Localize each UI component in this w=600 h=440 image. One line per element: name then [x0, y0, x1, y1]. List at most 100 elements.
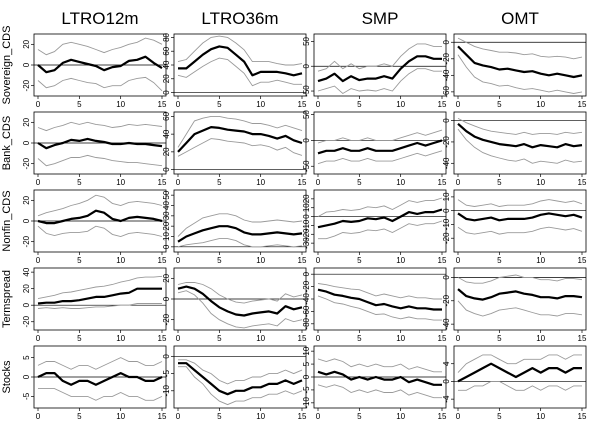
x-tick-label-sovereign-cds-smp-10: 10: [396, 100, 405, 109]
row-label-sovereign-cds: Sovereign_CDS: [1, 26, 13, 105]
x-tick-label-nonfin-cds-ltro12m-5: 5: [77, 256, 82, 265]
y-tick-label-termspread-smp-60: -60: [302, 305, 311, 317]
y-tick-label-sovereign-cds-ltro36m-0: 0: [162, 90, 171, 95]
panel-frame-nonfin-cds-omt: [453, 189, 587, 253]
upper-band-line-nonfin-cds-smp: [317, 197, 443, 217]
y-tick-label-nonfin-cds-ltro36m-40: 40: [162, 201, 171, 210]
lower-band-line-sovereign-cds-ltro36m: [177, 57, 302, 87]
y-tick-label-nonfin-cds-smp-10: 10: [302, 203, 311, 212]
y-tick-label-nonfin-cds-omt-0: 0: [442, 208, 451, 213]
x-tick-label-bank-cds-omt-0: 0: [456, 178, 461, 187]
x-tick-label-termspread-smp-0: 0: [316, 334, 321, 343]
y-tick-label-nonfin-cds-omt-10: -10: [442, 218, 451, 230]
x-tick-label-termspread-ltro12m-10: 10: [116, 334, 125, 343]
x-tick-label-stocks-smp-15: 15: [438, 412, 447, 421]
x-tick-label-stocks-ltro36m-5: 5: [217, 412, 222, 421]
upper-band-line-stocks-smp: [317, 358, 442, 373]
impulse-response-line-bank-cds-ltro36m: [177, 125, 303, 153]
x-tick-label-nonfin-cds-omt-5: 5: [497, 256, 502, 265]
x-tick-label-stocks-ltro12m-0: 0: [36, 412, 41, 421]
upper-band-line-nonfin-cds-omt: [457, 199, 583, 207]
y-tick-label-nonfin-cds-ltro36m-20: 20: [162, 221, 171, 230]
x-tick-label-termspread-omt-0: 0: [456, 334, 461, 343]
impulse-response-line-sovereign-cds-omt: [457, 45, 583, 79]
y-tick-label-nonfin-cds-ltro36m-0: 0: [162, 244, 171, 249]
impulse-response-line-nonfin-cds-ltro12m: [37, 209, 163, 225]
x-tick-label-nonfin-cds-smp-5: 5: [357, 256, 362, 265]
upper-band-line-sovereign-cds-ltro36m: [177, 35, 303, 66]
x-tick-label-nonfin-cds-ltro36m-5: 5: [217, 256, 222, 265]
lower-band-line-sovereign-cds-smp: [317, 68, 442, 95]
upper-band-line-stocks-ltro12m: [37, 357, 163, 370]
x-tick-label-termspread-smp-5: 5: [357, 334, 362, 343]
y-tick-label-termspread-ltro12m-20: -20: [22, 315, 31, 327]
x-tick-label-nonfin-cds-ltro12m-10: 10: [116, 256, 125, 265]
x-tick-label-stocks-ltro36m-10: 10: [256, 412, 265, 421]
y-tick-label-sovereign-cds-ltro12m-0: 0: [22, 62, 31, 67]
y-tick-label-bank-cds-ltro36m-60: 60: [162, 111, 171, 120]
x-tick-label-stocks-ltro36m-0: 0: [176, 412, 181, 421]
lower-band-line-bank-cds-smp: [317, 150, 443, 165]
x-tick-label-bank-cds-omt-15: 15: [578, 178, 587, 187]
y-tick-label-bank-cds-omt-0: 0: [442, 118, 451, 123]
column-title-ltro36m: LTRO36m: [201, 9, 278, 28]
upper-band-line-bank-cds-ltro12m: [37, 121, 163, 132]
x-tick-label-stocks-omt-10: 10: [536, 412, 545, 421]
y-tick-label-termspread-smp-40: -40: [302, 293, 311, 305]
y-tick-label-termspread-omt-40: -40: [442, 318, 451, 330]
lower-band-line-bank-cds-ltro36m: [177, 138, 303, 157]
y-tick-label-termspread-ltro36m-20: -20: [162, 313, 171, 325]
x-tick-label-stocks-omt-0: 0: [456, 412, 461, 421]
lower-band-line-sovereign-cds-omt: [457, 54, 583, 94]
y-tick-label-termspread-smp-20: -20: [302, 280, 311, 292]
panel-frame-nonfin-cds-smp: [313, 189, 447, 253]
y-tick-label-stocks-smp-0: 0: [302, 374, 311, 379]
x-tick-label-nonfin-cds-ltro12m-15: 15: [158, 256, 167, 265]
panel-frame-bank-cds-smp: [313, 111, 447, 175]
y-tick-label-termspread-ltro36m-0: 0: [162, 296, 171, 301]
x-tick-label-sovereign-cds-ltro36m-10: 10: [256, 100, 265, 109]
x-tick-label-sovereign-cds-ltro12m-0: 0: [36, 100, 41, 109]
impulse-response-line-stocks-omt: [457, 362, 582, 383]
upper-band-line-sovereign-cds-smp: [317, 43, 442, 72]
x-tick-label-nonfin-cds-smp-0: 0: [316, 256, 321, 265]
x-tick-label-bank-cds-ltro36m-5: 5: [217, 178, 222, 187]
y-tick-label-bank-cds-ltro12m-0: 0: [22, 140, 31, 145]
x-tick-label-stocks-omt-5: 5: [497, 412, 502, 421]
x-tick-label-stocks-smp-5: 5: [357, 412, 362, 421]
y-tick-label-stocks-ltro12m-5: -5: [22, 392, 31, 400]
lower-band-line-nonfin-cds-ltro36m: [177, 238, 303, 248]
y-tick-label-stocks-omt-4: 4: [442, 361, 451, 366]
y-tick-label-termspread-omt-20: -20: [442, 294, 451, 306]
x-tick-label-sovereign-cds-ltro12m-10: 10: [116, 100, 125, 109]
y-tick-label-bank-cds-smp-0: 0: [302, 138, 311, 143]
y-tick-label-termspread-smp-0: 0: [302, 271, 311, 276]
x-tick-label-stocks-ltro12m-10: 10: [116, 412, 125, 421]
lower-band-line-nonfin-cds-omt: [457, 226, 583, 235]
y-tick-label-nonfin-cds-smp-20: -20: [302, 228, 311, 240]
y-tick-label-nonfin-cds-smp-0: 0: [302, 214, 311, 219]
y-tick-label-nonfin-cds-smp-30: -30: [302, 237, 311, 249]
x-tick-label-sovereign-cds-omt-0: 0: [456, 100, 461, 109]
lower-band-line-termspread-smp: [317, 295, 442, 321]
impulse-response-line-nonfin-cds-smp: [317, 208, 443, 229]
y-tick-label-stocks-smp-10: -10: [302, 397, 311, 409]
y-tick-label-termspread-ltro12m-0: 0: [22, 302, 31, 307]
x-tick-label-termspread-omt-15: 15: [578, 334, 587, 343]
y-tick-label-sovereign-cds-ltro36m-80: 80: [162, 32, 171, 41]
x-tick-label-stocks-ltro12m-15: 15: [158, 412, 167, 421]
x-tick-label-sovereign-cds-ltro36m-5: 5: [217, 100, 222, 109]
y-tick-label-stocks-omt-0: 0: [442, 379, 451, 384]
column-title-omt: OMT: [501, 9, 539, 28]
x-tick-label-stocks-smp-0: 0: [316, 412, 321, 421]
y-tick-label-bank-cds-ltro36m-0: 0: [162, 167, 171, 172]
impulse-response-line-termspread-ltro36m: [177, 285, 303, 317]
x-tick-label-nonfin-cds-ltro36m-15: 15: [298, 256, 307, 265]
y-tick-label-nonfin-cds-ltro36m-50: 50: [162, 190, 171, 199]
y-tick-label-termspread-ltro12m-40: 40: [22, 267, 31, 276]
x-tick-label-termspread-ltro12m-0: 0: [36, 334, 41, 343]
impulse-response-line-sovereign-cds-smp: [317, 55, 442, 83]
upper-band-line-stocks-ltro36m: [178, 359, 303, 385]
y-tick-label-nonfin-cds-ltro12m-20: 20: [22, 195, 31, 204]
panel-frame-sovereign-cds-omt: [453, 33, 587, 97]
